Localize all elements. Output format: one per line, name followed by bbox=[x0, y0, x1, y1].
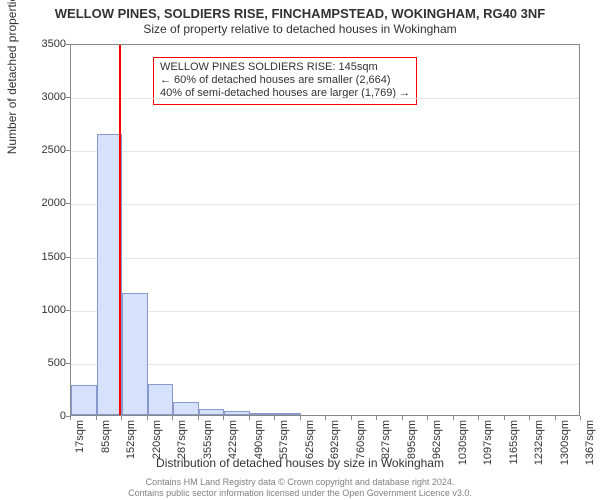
x-tick-mark bbox=[274, 416, 275, 420]
x-tick-label: 17sqm bbox=[74, 420, 86, 470]
x-tick-label: 85sqm bbox=[100, 420, 112, 470]
x-tick-label: 1165sqm bbox=[508, 420, 520, 470]
x-tick-mark bbox=[427, 416, 428, 420]
title-sub: Size of property relative to detached ho… bbox=[0, 21, 600, 36]
x-tick-mark bbox=[351, 416, 352, 420]
x-tick-mark bbox=[453, 416, 454, 420]
histogram-bar bbox=[148, 384, 173, 415]
histogram-bar bbox=[97, 134, 122, 415]
y-tick-mark bbox=[66, 310, 70, 311]
x-tick-mark bbox=[478, 416, 479, 420]
histogram-bar bbox=[275, 413, 301, 415]
y-tick-mark bbox=[66, 257, 70, 258]
x-tick-mark bbox=[121, 416, 122, 420]
annotation-line-1: WELLOW PINES SOLDIERS RISE: 145sqm bbox=[160, 61, 410, 74]
x-tick-mark bbox=[223, 416, 224, 420]
y-tick-label: 500 bbox=[26, 357, 66, 369]
grid-line-h bbox=[71, 151, 579, 152]
plot-area: WELLOW PINES SOLDIERS RISE: 145sqm ← 60%… bbox=[70, 44, 580, 416]
x-tick-mark bbox=[580, 416, 581, 420]
x-tick-mark bbox=[555, 416, 556, 420]
x-tick-mark bbox=[198, 416, 199, 420]
x-tick-mark bbox=[529, 416, 530, 420]
x-tick-label: 152sqm bbox=[125, 420, 137, 470]
property-marker-line bbox=[119, 45, 121, 415]
x-tick-mark bbox=[96, 416, 97, 420]
histogram-bar bbox=[122, 293, 148, 415]
x-tick-label: 895sqm bbox=[406, 420, 418, 470]
footer-line-2: Contains public sector information licen… bbox=[0, 488, 600, 498]
y-tick-label: 1000 bbox=[26, 304, 66, 316]
x-tick-label: 422sqm bbox=[227, 420, 239, 470]
x-tick-label: 962sqm bbox=[431, 420, 443, 470]
footer-line-1: Contains HM Land Registry data © Crown c… bbox=[0, 477, 600, 487]
histogram-bar bbox=[71, 385, 97, 415]
y-tick-label: 3500 bbox=[26, 38, 66, 50]
y-tick-label: 2000 bbox=[26, 197, 66, 209]
y-tick-label: 2500 bbox=[26, 144, 66, 156]
grid-line-h bbox=[71, 204, 579, 205]
title-main: WELLOW PINES, SOLDIERS RISE, FINCHAMPSTE… bbox=[0, 0, 600, 21]
y-tick-label: 3000 bbox=[26, 91, 66, 103]
x-tick-mark bbox=[249, 416, 250, 420]
x-tick-label: 490sqm bbox=[253, 420, 265, 470]
grid-line-h bbox=[71, 98, 579, 99]
x-tick-label: 557sqm bbox=[278, 420, 290, 470]
footer: Contains HM Land Registry data © Crown c… bbox=[0, 477, 600, 498]
y-tick-mark bbox=[66, 203, 70, 204]
x-tick-label: 287sqm bbox=[176, 420, 188, 470]
x-tick-label: 760sqm bbox=[355, 420, 367, 470]
x-tick-label: 1097sqm bbox=[482, 420, 494, 470]
x-tick-label: 220sqm bbox=[151, 420, 163, 470]
y-tick-label: 0 bbox=[26, 410, 66, 422]
x-tick-mark bbox=[147, 416, 148, 420]
y-axis-label: Number of detached properties bbox=[5, 0, 19, 154]
x-tick-mark bbox=[504, 416, 505, 420]
histogram-bar bbox=[224, 411, 250, 415]
x-tick-label: 355sqm bbox=[202, 420, 214, 470]
x-tick-label: 1232sqm bbox=[533, 420, 545, 470]
x-tick-label: 1030sqm bbox=[457, 420, 469, 470]
x-tick-label: 1367sqm bbox=[584, 420, 596, 470]
x-tick-mark bbox=[300, 416, 301, 420]
grid-line-h bbox=[71, 258, 579, 259]
x-tick-mark bbox=[376, 416, 377, 420]
chart-container: WELLOW PINES, SOLDIERS RISE, FINCHAMPSTE… bbox=[0, 0, 600, 500]
x-tick-label: 692sqm bbox=[329, 420, 341, 470]
y-tick-label: 1500 bbox=[26, 251, 66, 263]
histogram-bar bbox=[199, 409, 224, 415]
x-tick-mark bbox=[172, 416, 173, 420]
x-tick-label: 1300sqm bbox=[559, 420, 571, 470]
histogram-bar bbox=[173, 402, 199, 415]
x-tick-label: 625sqm bbox=[304, 420, 316, 470]
x-tick-mark bbox=[70, 416, 71, 420]
y-tick-mark bbox=[66, 97, 70, 98]
annotation-line-2: ← 60% of detached houses are smaller (2,… bbox=[160, 74, 410, 87]
x-tick-mark bbox=[402, 416, 403, 420]
y-tick-mark bbox=[66, 363, 70, 364]
histogram-bar bbox=[250, 413, 275, 415]
y-tick-mark bbox=[66, 44, 70, 45]
y-tick-mark bbox=[66, 150, 70, 151]
x-tick-mark bbox=[325, 416, 326, 420]
x-tick-label: 827sqm bbox=[380, 420, 392, 470]
